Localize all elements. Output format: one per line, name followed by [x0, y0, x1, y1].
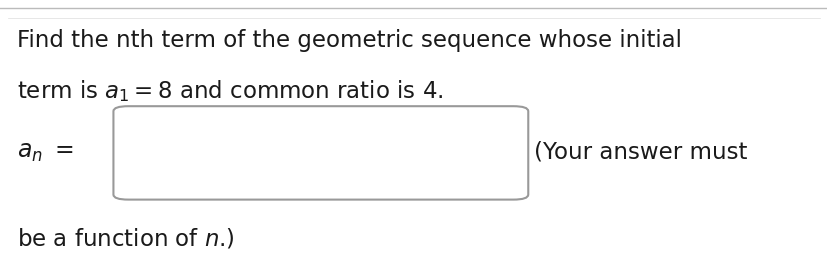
- Text: (Your answer must: (Your answer must: [533, 140, 747, 163]
- Text: term is $a_1 = 8$ and common ratio is 4.: term is $a_1 = 8$ and common ratio is 4.: [17, 78, 442, 104]
- FancyBboxPatch shape: [113, 106, 528, 200]
- Text: Find the nth term of the geometric sequence whose initial: Find the nth term of the geometric seque…: [17, 29, 681, 52]
- Text: be a function of $n$.): be a function of $n$.): [17, 226, 234, 250]
- Text: $a_n\ =$: $a_n\ =$: [17, 140, 74, 163]
